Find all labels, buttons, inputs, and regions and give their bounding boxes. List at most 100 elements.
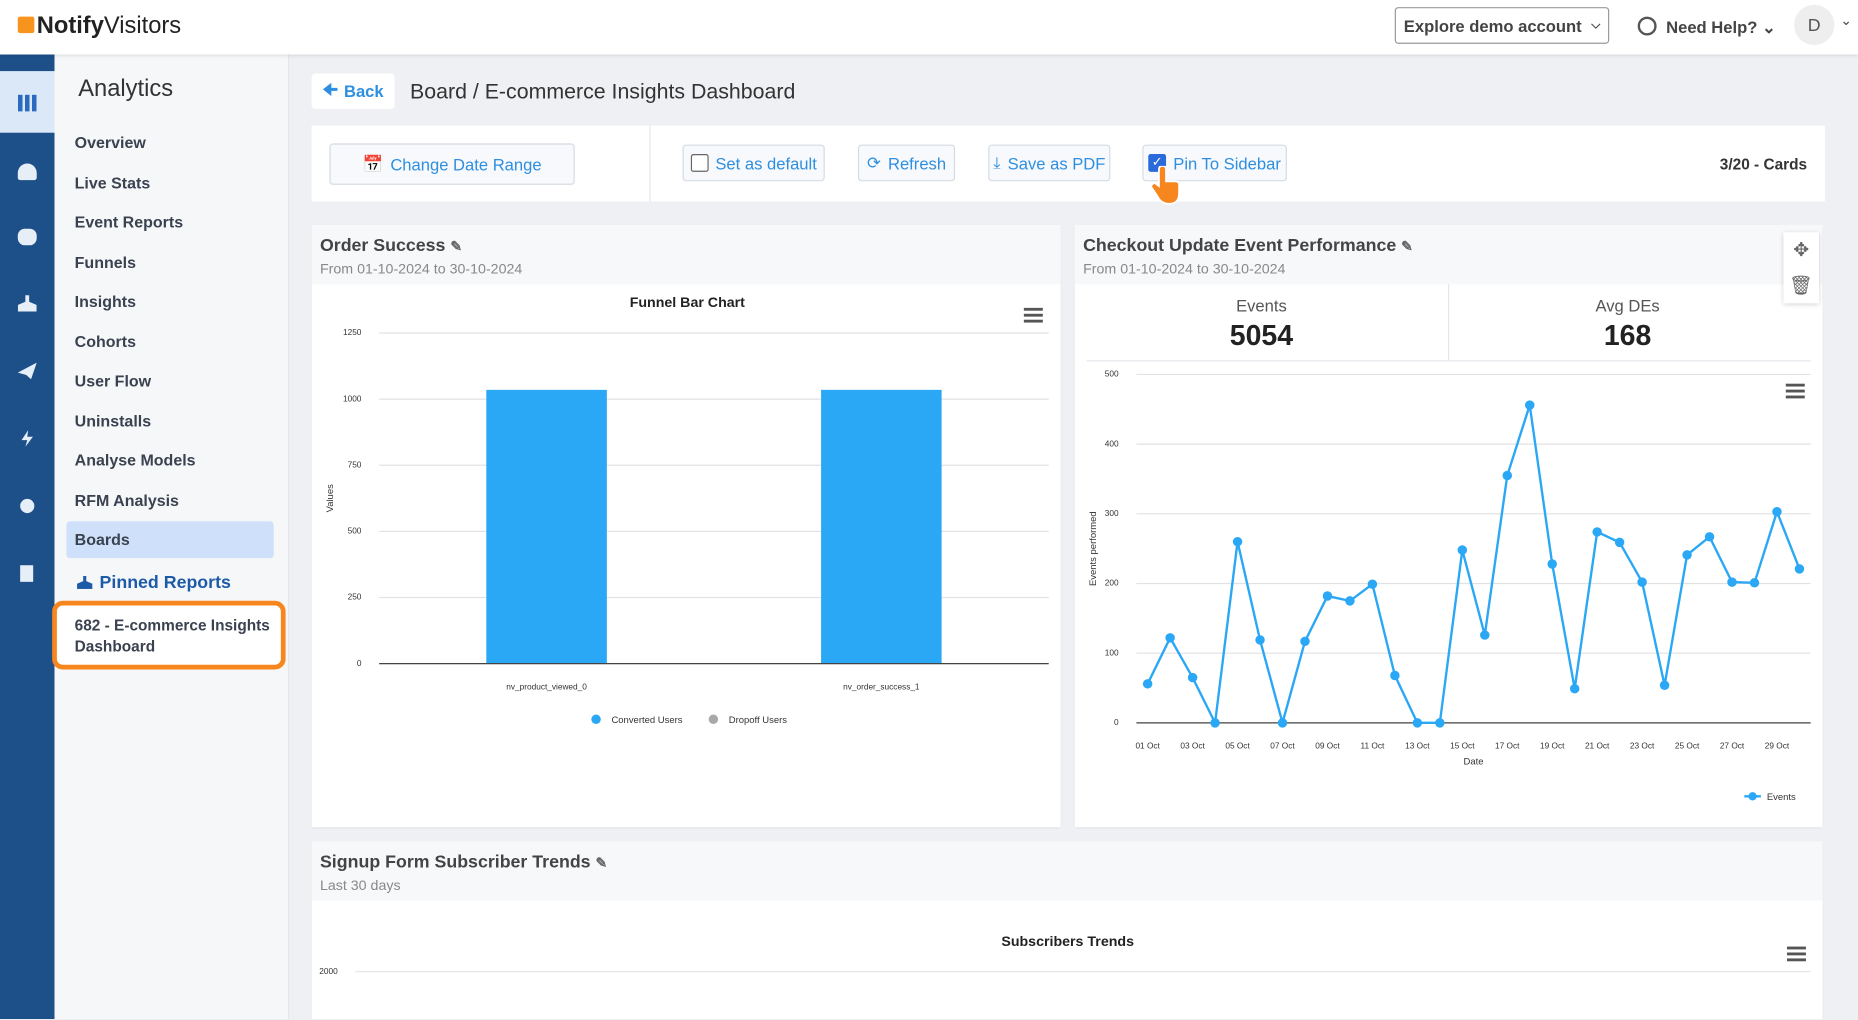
point [1682,550,1692,560]
refresh-button[interactable]: ⟳ Refresh [857,144,956,182]
pinned-item[interactable] [52,600,286,670]
logo[interactable]: NotifyVisitors [37,13,181,40]
point [1142,679,1153,689]
edit-icon[interactable]: ✎ [450,238,463,255]
legend-label[interactable]: Events [1767,792,1796,803]
back-button[interactable]: 🠈 Back [311,73,395,110]
menu-icon[interactable] [1023,319,1043,323]
y-tick-label: 0 [1114,717,1119,727]
back-arrow: 🠈 [322,79,339,99]
point [1727,577,1737,587]
menu-icon[interactable] [1786,952,1806,956]
sidebar-item[interactable]: Insights [74,292,136,311]
chart-title: Funnel Bar Chart [630,295,745,311]
x-axis-label: Date [1464,756,1484,767]
set-default-label: Set as default [715,153,817,173]
x-tick-label: nv_order_success_1 [843,681,920,691]
point [1255,635,1265,645]
checkbox[interactable] [690,154,709,172]
x-tick-label: 01 Oct [1135,741,1160,751]
point [1637,577,1647,587]
y-tick-label: 100 [1105,647,1119,657]
sidebar-item[interactable]: Live Stats [74,173,151,192]
line [1146,404,1801,728]
rail-icon[interactable] [20,565,34,582]
point [1592,527,1602,537]
move-icon[interactable]: ✥ [1793,240,1810,261]
stat-label: Events [1236,296,1287,316]
card-header [311,841,1823,901]
date-range-button[interactable]: 📅 Change Date Range [329,143,575,185]
point [1749,578,1760,588]
explore-button[interactable]: Explore demo account ⌵ [1394,7,1610,44]
menu-icon[interactable] [1023,313,1043,317]
rail-icon [17,94,37,112]
menu-icon[interactable] [1786,946,1806,950]
point [1457,545,1468,555]
delete-icon[interactable]: 🗑 [1789,276,1814,297]
point [1187,672,1198,683]
point [1614,537,1625,548]
pinned-item-label[interactable]: 682 - E-commerce Insights Dashboard [74,616,270,656]
menu-icon[interactable] [1785,389,1805,393]
sidebar-item[interactable]: Funnels [74,252,136,271]
x-tick-label: 11 Oct [1361,741,1385,751]
avatar[interactable]: D [1794,4,1835,46]
menu-icon[interactable] [1023,307,1043,311]
help-icon [1637,16,1657,36]
x-tick-label: 15 Oct [1450,741,1475,751]
point [1502,470,1513,481]
sidebar-item[interactable]: Event Reports [74,213,184,232]
y-tick-label: 1000 [343,393,362,403]
stat-value: 5054 [1229,319,1294,352]
card-title-text: Checkout Update Event Performance [1083,235,1397,256]
sidebar-item[interactable]: RFM Analysis [74,491,179,509]
rail-icon[interactable] [21,430,33,447]
point [1659,680,1670,690]
x-tick-label: 23 Oct [1630,741,1655,751]
point [1547,559,1557,569]
point [1277,718,1288,728]
bar [486,389,607,664]
sidebar-item[interactable]: Overview [74,133,146,152]
sidebar-item[interactable]: Uninstalls [74,411,152,430]
set-default-button[interactable]: Set as default [682,144,825,182]
rail-icon[interactable] [17,163,37,181]
y-tick-label: 500 [1105,369,1119,379]
pinned-title: Pinned Reports [99,572,231,593]
edit-icon[interactable]: ✎ [595,854,608,871]
point [1165,633,1175,643]
card: Checkout Update Event Performance ✎ From… [1074,225,1823,828]
sidebar-item[interactable]: User Flow [74,372,152,390]
sidebar-item[interactable]: Cohorts [74,332,136,351]
sidebar-title: Analytics [78,75,174,102]
rail-icon[interactable] [20,498,35,514]
card-title-text: Signup Form Subscriber Trends [319,852,591,873]
edit-icon[interactable]: ✎ [1401,238,1414,255]
legend-label[interactable]: Dropoff Users [729,715,788,726]
logo-bold: Notify [36,13,104,40]
rail-icon[interactable] [17,228,37,246]
current-item-bg[interactable] [66,521,274,559]
current-item[interactable]: Boards [74,530,130,549]
help-button[interactable]: Need Help? ⌄ [1666,17,1776,37]
point [1345,596,1355,606]
save-pdf-button[interactable]: ⤓ Save as PDF [988,144,1111,182]
menu-icon[interactable] [1785,395,1805,399]
card-tools: ✥ 🗑 [1783,232,1819,304]
point [1480,630,1490,640]
legend-label[interactable]: Converted Users [611,715,682,726]
legend-marker [708,714,719,725]
breadcrumb: Board / E-commerce Insights Dashboard [410,79,796,104]
point [1367,579,1378,589]
card-title: Signup Form Subscriber Trends ✎ [320,852,607,872]
sidebar-item[interactable]: Analyse Models [74,451,196,470]
help-label: Need Help? [1666,17,1758,37]
back-label: Back [343,81,384,101]
stats-bottom [1086,360,1811,362]
top-bar: NotifyVisitors Explore demo account ⌵ Nee… [0,0,1858,55]
menu-icon[interactable] [1786,958,1806,962]
y-tick-label: 750 [348,459,362,469]
menu-icon[interactable] [1785,383,1805,387]
